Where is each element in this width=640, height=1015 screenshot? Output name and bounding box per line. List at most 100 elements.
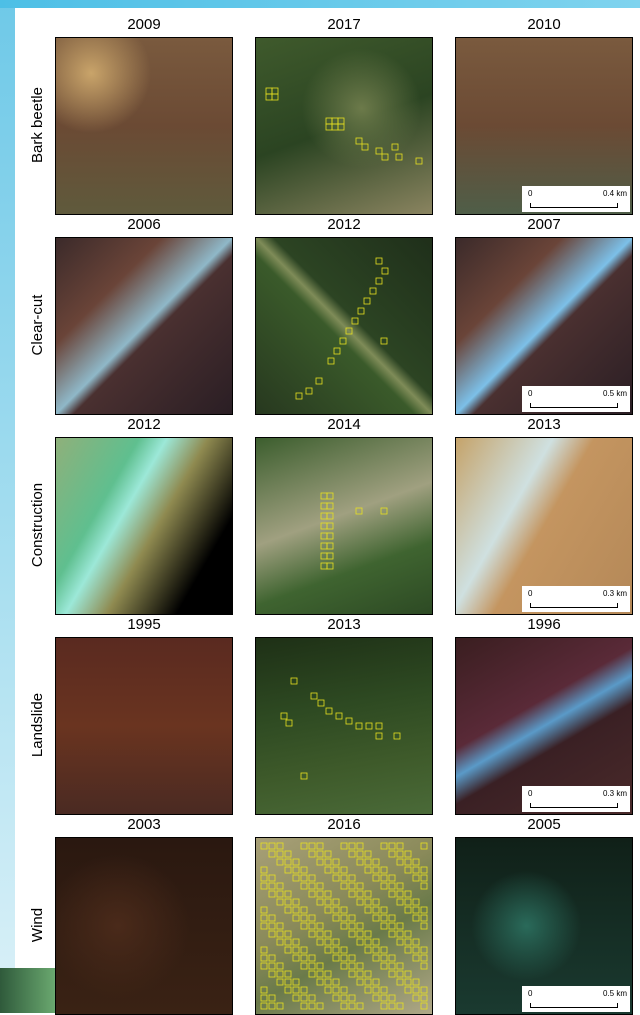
pixel-square bbox=[301, 915, 307, 921]
panel-year: 2012 bbox=[55, 417, 233, 433]
pixel-square bbox=[317, 843, 323, 849]
pixel-square bbox=[373, 947, 379, 953]
pixel-square bbox=[397, 891, 403, 897]
pixel-square bbox=[277, 939, 283, 945]
panel-year: 2012 bbox=[255, 217, 433, 233]
pixel-square bbox=[357, 859, 363, 865]
image-panel: 00.4 km bbox=[455, 37, 633, 215]
pixel-square bbox=[397, 859, 403, 865]
pixel-square bbox=[389, 891, 395, 897]
pixel-square bbox=[397, 939, 403, 945]
pixel-square bbox=[357, 963, 363, 969]
image-panel bbox=[55, 437, 233, 615]
pixel-square bbox=[365, 947, 371, 953]
pixel-square bbox=[373, 875, 379, 881]
pixel-square bbox=[293, 915, 299, 921]
pixel-square bbox=[327, 553, 333, 559]
pixel-square bbox=[373, 939, 379, 945]
pixel-square bbox=[356, 508, 362, 514]
pixel-square bbox=[376, 148, 382, 154]
pixel-square bbox=[326, 708, 332, 714]
scale-end: 0.5 km bbox=[603, 989, 627, 998]
scale-start: 0 bbox=[528, 789, 532, 798]
pixel-square bbox=[325, 939, 331, 945]
pixel-square bbox=[325, 899, 331, 905]
pixel-square bbox=[293, 907, 299, 913]
pixel-square bbox=[301, 1003, 307, 1009]
pixel-square bbox=[333, 955, 339, 961]
pixel-square bbox=[321, 563, 327, 569]
pixel-square bbox=[301, 995, 307, 1001]
pixel-square bbox=[269, 995, 275, 1001]
pixel-square bbox=[389, 883, 395, 889]
pixel-square bbox=[389, 963, 395, 969]
pixel-square bbox=[405, 947, 411, 953]
pixel-square bbox=[296, 393, 302, 399]
pixel-square bbox=[333, 995, 339, 1001]
pixel-square bbox=[376, 723, 382, 729]
pixel-square bbox=[373, 987, 379, 993]
pixel-square bbox=[362, 144, 368, 150]
pixel-square bbox=[333, 979, 339, 985]
pixel-square bbox=[311, 693, 317, 699]
pixel-square bbox=[421, 947, 427, 953]
pixel-square bbox=[293, 939, 299, 945]
pixel-square bbox=[349, 891, 355, 897]
pixel-square bbox=[357, 931, 363, 937]
panel-year: 2009 bbox=[55, 17, 233, 33]
pixel-square bbox=[376, 278, 382, 284]
pixel-square bbox=[333, 867, 339, 873]
pixel-square bbox=[349, 995, 355, 1001]
pixel-square bbox=[261, 1003, 267, 1009]
pixel-square bbox=[277, 883, 283, 889]
pixel-square bbox=[357, 971, 363, 977]
pixel-square bbox=[285, 971, 291, 977]
pixel-square bbox=[333, 947, 339, 953]
pixel-square bbox=[321, 513, 327, 519]
pixel-square bbox=[261, 883, 267, 889]
panel-year: 2007 bbox=[455, 217, 633, 233]
pixel-square bbox=[317, 891, 323, 897]
pixel-square bbox=[277, 1003, 283, 1009]
pixel-square bbox=[381, 947, 387, 953]
pixel-square bbox=[413, 995, 419, 1001]
pixel-square bbox=[397, 899, 403, 905]
scale-bar: 00.5 km bbox=[522, 386, 630, 412]
panel-year: 2017 bbox=[255, 17, 433, 33]
pixel-square bbox=[349, 955, 355, 961]
pixel-square bbox=[413, 939, 419, 945]
pixel-square bbox=[333, 899, 339, 905]
pixel-square bbox=[269, 971, 275, 977]
pixel-square bbox=[373, 995, 379, 1001]
pixel-square bbox=[381, 875, 387, 881]
pixel-square bbox=[301, 875, 307, 881]
pixel-square bbox=[269, 883, 275, 889]
scale-end: 0.4 km bbox=[603, 189, 627, 198]
pixel-square bbox=[381, 987, 387, 993]
pixel-square bbox=[365, 867, 371, 873]
pixel-square bbox=[382, 154, 388, 160]
pixel-square bbox=[421, 915, 427, 921]
image-panel bbox=[55, 237, 233, 415]
pixel-square bbox=[269, 931, 275, 937]
scale-line bbox=[530, 603, 618, 608]
pixel-square bbox=[349, 963, 355, 969]
pixel-square bbox=[341, 883, 347, 889]
pixel-square bbox=[301, 843, 307, 849]
pixel-square bbox=[421, 867, 427, 873]
pixel-square bbox=[413, 947, 419, 953]
pixel-square bbox=[389, 931, 395, 937]
pixel-square bbox=[285, 979, 291, 985]
row-label: Bark beetle bbox=[28, 35, 48, 215]
pixel-square bbox=[261, 963, 267, 969]
pixel-square bbox=[356, 723, 362, 729]
pixel-square bbox=[381, 963, 387, 969]
panel-year: 1996 bbox=[455, 617, 633, 633]
pixel-square bbox=[333, 859, 339, 865]
pixel-square bbox=[341, 867, 347, 873]
pixel-square bbox=[272, 88, 278, 94]
pixel-square bbox=[293, 955, 299, 961]
pixel-square bbox=[413, 979, 419, 985]
pixel-square bbox=[365, 907, 371, 913]
pixel-square bbox=[269, 891, 275, 897]
